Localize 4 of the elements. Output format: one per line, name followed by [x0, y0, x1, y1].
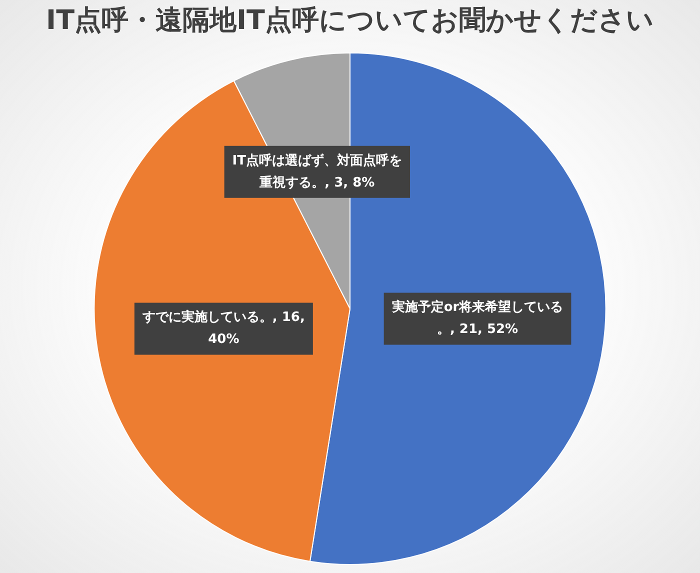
- slice-label: すでに実施している。, 16, 40%: [141, 309, 305, 348]
- chart-title: IT点呼・遠隔地IT点呼についてお聞かせください: [46, 5, 654, 36]
- slice-label: 実施予定or将来希望している。, 21, 52%: [390, 299, 564, 338]
- slice-label: IT点呼は選ばず、対面点呼を重視する。, 3, 8%: [232, 152, 402, 190]
